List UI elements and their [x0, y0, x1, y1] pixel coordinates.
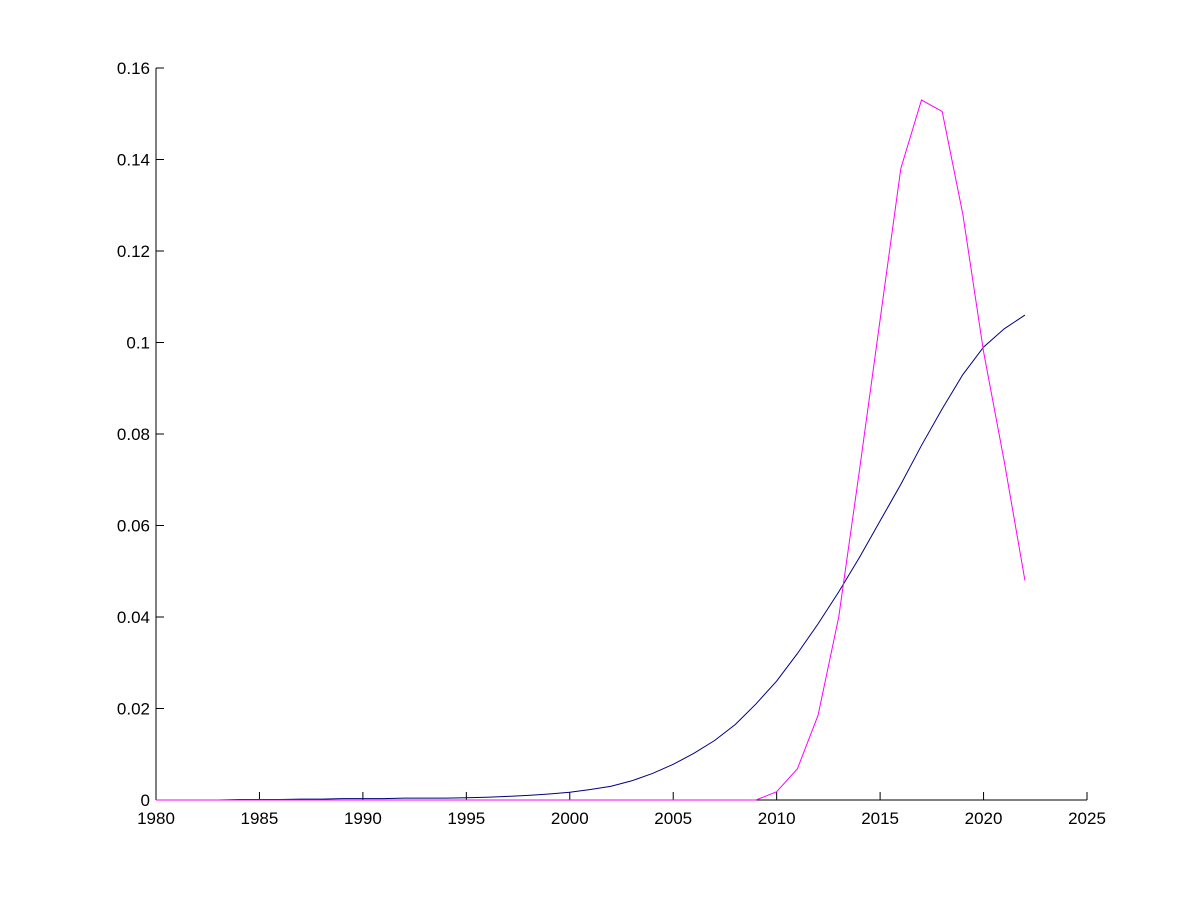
- series-line: [156, 99, 1026, 801]
- y-tick-label: 0.1: [126, 334, 150, 353]
- x-tick-label: 2005: [654, 809, 692, 828]
- series-line: [156, 314, 1026, 801]
- x-tick-label: 2000: [551, 809, 589, 828]
- x-tick-label: 1985: [241, 809, 279, 828]
- y-tick-label: 0: [141, 791, 150, 810]
- y-tick-label: 0.06: [117, 517, 150, 536]
- x-tick-label: 2015: [861, 809, 899, 828]
- y-tick-label: 0.04: [117, 608, 150, 627]
- x-tick-label: 2020: [965, 809, 1003, 828]
- y-tick-label: 0.12: [117, 242, 150, 261]
- x-tick-label: 2010: [758, 809, 796, 828]
- x-tick-label: 2025: [1068, 809, 1106, 828]
- x-tick-label: 1995: [447, 809, 485, 828]
- x-tick-label: 1990: [344, 809, 382, 828]
- y-tick-label: 0.08: [117, 425, 150, 444]
- y-tick-label: 0.16: [117, 59, 150, 78]
- y-tick-label: 0.14: [117, 151, 150, 170]
- x-tick-label: 1980: [137, 809, 175, 828]
- y-tick-label: 0.02: [117, 700, 150, 719]
